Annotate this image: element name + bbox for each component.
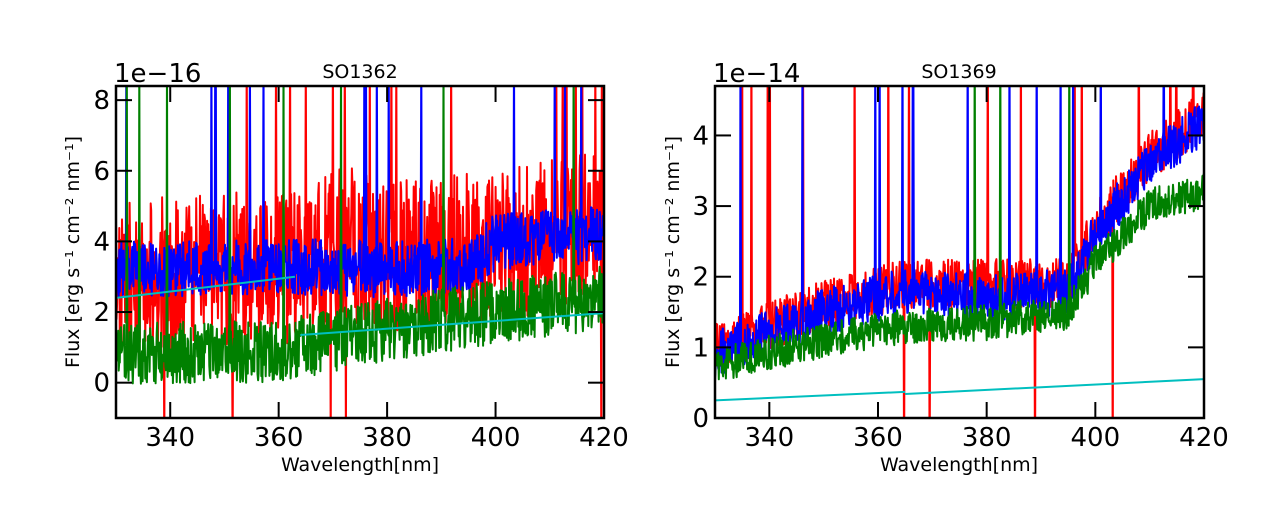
- y-tick-label: 1: [692, 333, 709, 363]
- plot-frame: [713, 84, 1206, 420]
- series-cyan-line-1: [300, 312, 604, 336]
- y-tick-label: 0: [692, 404, 709, 434]
- x-tick-label: 400: [471, 423, 521, 453]
- chart-title: SO1362: [322, 61, 397, 83]
- series-blue-line: [116, 86, 604, 299]
- series-cyan-line-0: [116, 275, 296, 299]
- y-offset-text: 1e−16: [114, 59, 201, 89]
- axis-ticks: 340 360 380 400 420 0 1 2 3 4: [692, 86, 1229, 453]
- y-axis-label: Flux [erg s⁻¹ cm⁻² nm⁻¹]: [662, 136, 684, 368]
- x-axis-label: Wavelength[nm]: [880, 454, 1038, 476]
- chart-title: SO1369: [921, 61, 996, 83]
- x-tick-label: 420: [1179, 423, 1229, 453]
- x-tick-label: 340: [745, 423, 795, 453]
- series-cyan-line-0: [715, 390, 906, 402]
- x-tick-label: 380: [962, 423, 1012, 453]
- y-tick-label: 8: [93, 86, 110, 116]
- plot-frame: [114, 84, 606, 420]
- x-tick-label: 360: [254, 423, 304, 453]
- x-axis-label: Wavelength[nm]: [281, 454, 439, 476]
- series-cyan-line-1: [905, 378, 1204, 395]
- y-axis-label: Flux [erg s⁻¹ cm⁻² nm⁻¹]: [62, 136, 84, 368]
- y-tick-label: 3: [692, 192, 709, 222]
- chart-panel-so1362: 1e−16 SO1362 Wavelength[nm] Flux [erg s⁻…: [62, 59, 629, 476]
- x-tick-label: 420: [579, 423, 629, 453]
- series-green-line: [116, 86, 604, 385]
- chart-panel-so1369: 1e−14 SO1369 Wavelength[nm] Flux [erg s⁻…: [662, 59, 1229, 476]
- y-tick-label: 2: [93, 298, 110, 328]
- x-tick-label: 340: [145, 423, 195, 453]
- axis-ticks: 340 360 380 400 420 0 2 4 6 8: [93, 86, 629, 453]
- x-tick-label: 360: [853, 423, 903, 453]
- y-tick-label: 2: [692, 263, 709, 293]
- plot-area-lines: [715, 86, 1204, 418]
- series-green-line: [715, 86, 1204, 382]
- x-tick-label: 400: [1071, 423, 1121, 453]
- y-tick-label: 4: [93, 227, 110, 257]
- plot-area-lines: [116, 86, 604, 418]
- y-tick-label: 6: [93, 157, 110, 187]
- y-tick-label: 0: [93, 369, 110, 399]
- y-offset-text: 1e−14: [713, 59, 800, 89]
- x-tick-label: 380: [362, 423, 412, 453]
- y-tick-label: 4: [692, 121, 709, 151]
